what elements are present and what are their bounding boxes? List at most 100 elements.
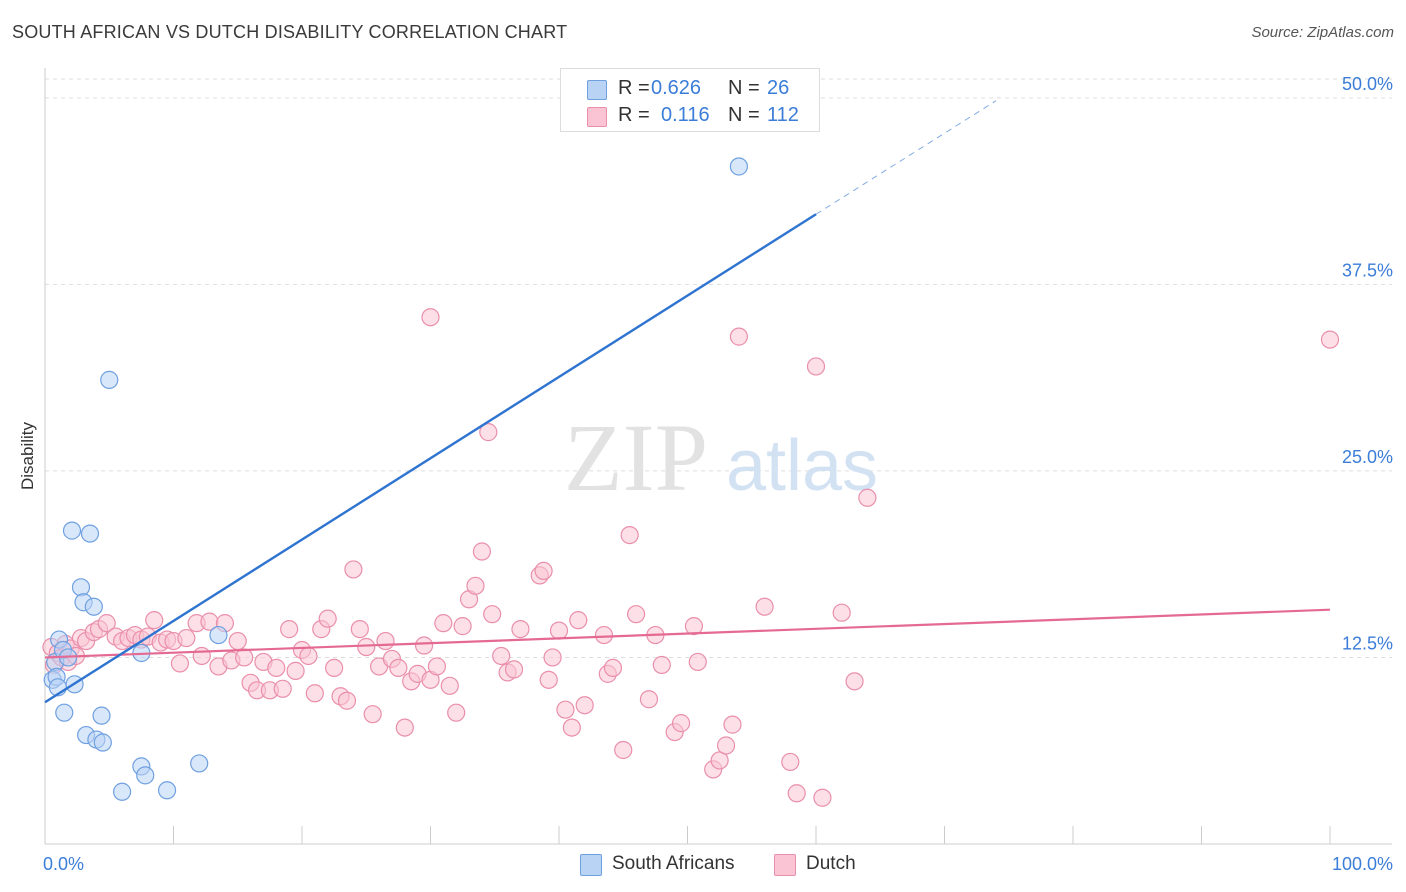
- bottom-legend-swatch-south-africans: [580, 854, 602, 876]
- point-dutch: [549, 621, 569, 640]
- point-dutch: [344, 560, 363, 579]
- point-south-african: [190, 754, 209, 773]
- point-dutch: [453, 617, 472, 636]
- point-south-african: [80, 524, 100, 543]
- point-dutch: [539, 670, 558, 689]
- point-dutch: [280, 620, 299, 639]
- point-dutch: [305, 684, 324, 703]
- point-dutch: [357, 637, 376, 657]
- point-dutch: [813, 788, 832, 807]
- point-south-african: [729, 157, 749, 176]
- point-dutch: [440, 676, 459, 695]
- point-dutch: [299, 646, 318, 666]
- data-points: [42, 157, 1340, 807]
- chart-title: SOUTH AFRICAN VS DUTCH DISABILITY CORREL…: [12, 22, 568, 42]
- legend-r-label: R =: [618, 77, 650, 99]
- point-dutch: [192, 646, 211, 666]
- y-tick-label: 25.0%: [1342, 447, 1393, 467]
- point-dutch: [267, 658, 286, 678]
- point-dutch: [492, 646, 511, 666]
- point-dutch: [483, 605, 502, 624]
- point-dutch: [363, 705, 382, 724]
- legend-n-value: 26: [767, 77, 790, 99]
- watermark-zip: ZIP: [564, 404, 708, 511]
- point-dutch: [626, 605, 646, 624]
- point-south-african: [157, 781, 177, 800]
- trend-line-south-africans-extension: [815, 100, 997, 215]
- point-dutch: [414, 636, 434, 655]
- point-dutch: [755, 597, 774, 616]
- trend-line-south-africans: [44, 213, 817, 704]
- watermark: ZIP atlas: [564, 404, 878, 511]
- point-dutch: [145, 611, 164, 630]
- legend-r-label: R =: [618, 104, 650, 126]
- point-south-african: [93, 733, 112, 752]
- legend-row-south-africans: R = 0.626 N = 26: [561, 75, 819, 103]
- point-dutch: [845, 672, 864, 691]
- legend-row-dutch: R = 0.116 N = 112: [561, 102, 819, 130]
- bottom-legend-label: South Africans: [612, 853, 735, 874]
- point-south-african: [136, 766, 155, 785]
- legend-n-label: N =: [728, 77, 760, 99]
- point-dutch: [325, 658, 344, 678]
- point-dutch: [376, 631, 395, 651]
- point-dutch: [781, 752, 800, 772]
- point-dutch: [787, 784, 806, 803]
- bottom-legend-label: Dutch: [806, 853, 856, 874]
- point-dutch: [466, 576, 485, 595]
- point-dutch: [389, 658, 408, 678]
- y-tick-label: 50.0%: [1342, 74, 1393, 94]
- point-dutch: [350, 620, 369, 639]
- point-dutch: [337, 691, 357, 710]
- y-tick-label: 12.5%: [1342, 633, 1393, 653]
- trend-line-dutch: [44, 608, 1331, 659]
- correlation-legend: R = 0.626 N = 26 R = 0.116 N = 112: [560, 68, 820, 132]
- y-tick-labels: 12.5% 25.0% 37.5% 50.0%: [1342, 74, 1393, 654]
- y-axis-label: Disability: [18, 421, 37, 491]
- legend-r-value: 0.626: [651, 77, 702, 99]
- point-dutch: [427, 657, 447, 676]
- trend-lines: [44, 100, 1331, 704]
- legend-swatch-dutch: [587, 107, 607, 127]
- point-dutch: [639, 690, 659, 709]
- point-south-african: [62, 521, 82, 540]
- point-dutch: [603, 658, 623, 678]
- point-dutch: [434, 614, 453, 633]
- point-dutch: [723, 715, 742, 734]
- point-dutch: [228, 631, 247, 651]
- point-dutch: [318, 609, 337, 628]
- point-dutch: [286, 661, 305, 680]
- legend-r-value: 0.116: [661, 104, 710, 126]
- point-dutch: [479, 423, 498, 442]
- point-dutch: [543, 648, 562, 667]
- point-dutch: [729, 327, 749, 346]
- x-tick-label-right: 100.0%: [1332, 854, 1393, 874]
- point-dutch: [575, 696, 594, 715]
- point-dutch: [684, 617, 704, 636]
- point-south-african: [209, 625, 228, 645]
- point-dutch: [594, 625, 614, 645]
- point-dutch: [97, 614, 116, 633]
- point-dutch: [395, 718, 414, 737]
- point-dutch: [688, 652, 707, 672]
- point-south-african: [84, 597, 103, 616]
- point-dutch: [858, 488, 877, 507]
- point-south-african: [55, 703, 74, 722]
- legend-swatch-south-africans: [587, 80, 607, 100]
- point-south-african: [100, 370, 119, 389]
- point-dutch: [562, 718, 581, 737]
- source-label: Source: ZipAtlas.com: [1251, 24, 1394, 41]
- bottom-legend-swatch-dutch: [774, 854, 796, 876]
- point-dutch: [832, 603, 851, 622]
- point-dutch: [472, 542, 491, 561]
- point-dutch: [273, 679, 292, 698]
- y-tick-label: 37.5%: [1342, 260, 1393, 280]
- x-tick-labels: 0.0% 100.0%: [43, 854, 1393, 874]
- point-dutch: [447, 703, 466, 722]
- point-dutch: [511, 620, 530, 639]
- point-south-african: [71, 578, 91, 597]
- point-dutch: [614, 740, 633, 760]
- point-dutch: [421, 308, 440, 327]
- axes: [44, 68, 1392, 845]
